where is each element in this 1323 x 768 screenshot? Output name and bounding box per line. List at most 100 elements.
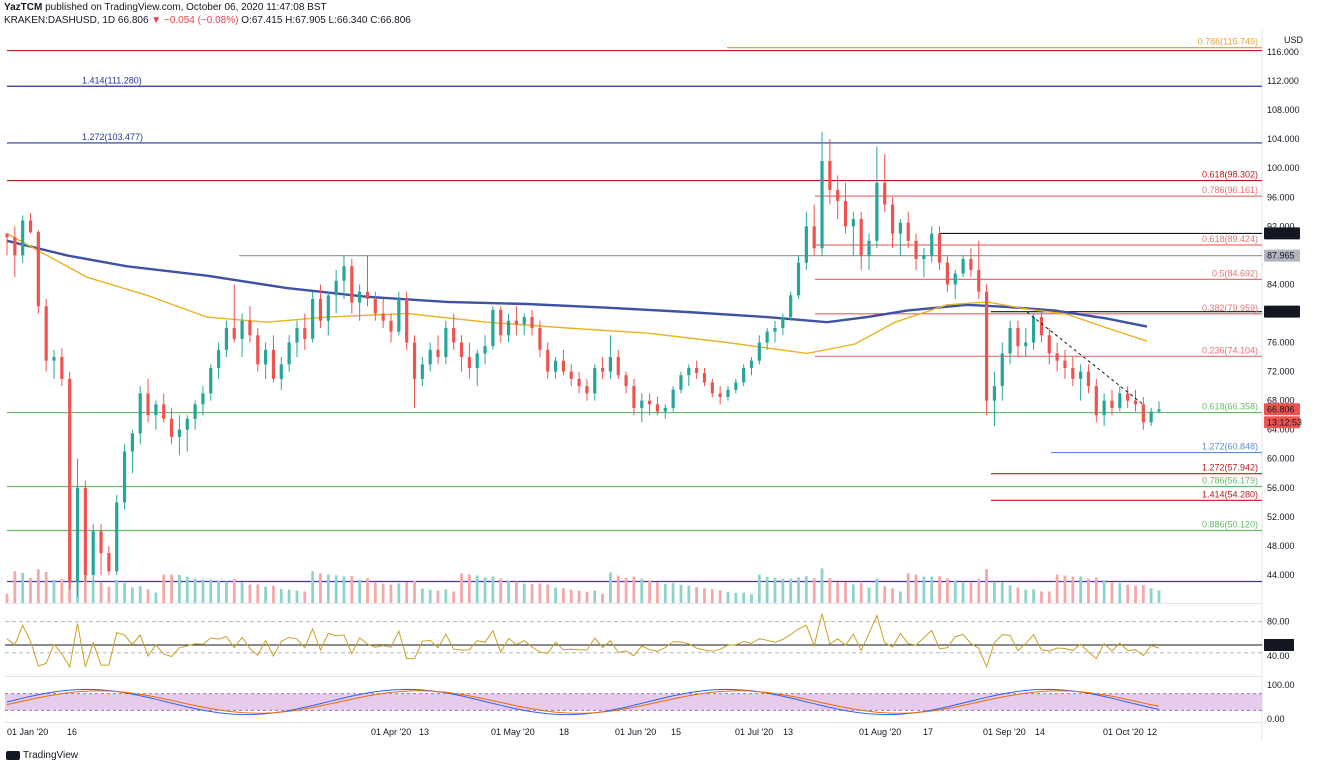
candle-body [162, 404, 166, 419]
candle-body [1133, 400, 1138, 405]
candle-body [185, 418, 189, 430]
volume-bar [185, 576, 189, 603]
volume-bar [522, 583, 526, 603]
volume-bar [499, 578, 503, 603]
candle-body [804, 226, 808, 263]
volume-bar [562, 588, 565, 603]
volume-bar [5, 593, 9, 603]
volume-bar [851, 584, 855, 603]
candle-body [201, 393, 205, 405]
volume-bar [389, 584, 393, 603]
candle-body [177, 429, 182, 437]
candle-body [1063, 360, 1067, 368]
candle-body [796, 262, 801, 296]
volume-bar [593, 590, 597, 603]
x-tick-label: 01 Jul '20 [735, 727, 773, 737]
candle-body [969, 259, 973, 270]
candle-body [906, 222, 910, 241]
y-tick-label: 76.000 [1267, 338, 1295, 348]
candle-body [21, 220, 25, 256]
candle-body [992, 386, 997, 401]
candle-body [600, 367, 605, 372]
candle-body [350, 266, 354, 303]
candle-body [632, 386, 636, 408]
candle-body [867, 240, 871, 256]
candle-body [757, 342, 761, 361]
y-tick-label: 60.000 [1267, 454, 1295, 464]
tradingview-logo[interactable]: TradingView [6, 750, 78, 761]
candle-body [734, 382, 738, 390]
candle-body [412, 342, 417, 379]
candle-body [13, 237, 17, 256]
volume-bar [358, 579, 362, 603]
candle-body [812, 226, 816, 249]
x-tick-label: 01 Aug '20 [859, 727, 901, 737]
candle-body [569, 371, 573, 379]
publish-info: published on TradingView.com, October 06… [42, 2, 327, 13]
y-tick-label: 96.000 [1267, 192, 1295, 202]
candle-body [640, 400, 644, 408]
volume-bar [1055, 574, 1059, 603]
level-label: 0.886(50.120) [1202, 520, 1258, 530]
volume-bar [444, 589, 448, 603]
volume-bar [632, 576, 636, 603]
candle-body [122, 451, 127, 503]
candle-body [749, 360, 754, 368]
candle-body [828, 160, 832, 191]
candle-body [1110, 400, 1114, 408]
stoch-d-line [6, 690, 1160, 714]
candle-body [1071, 367, 1075, 379]
y-tick-label: 84.000 [1267, 279, 1295, 289]
volume-bar [138, 586, 142, 603]
volume-bar [366, 578, 369, 603]
candle-body [538, 328, 542, 350]
volume-bar [820, 568, 824, 603]
volume-bar [1157, 590, 1161, 603]
volume-bar [107, 586, 111, 603]
volume-bar [977, 579, 981, 603]
volume-bar [554, 587, 557, 603]
volume-bar [671, 583, 675, 603]
volume-bar [13, 571, 17, 603]
candle-body [875, 182, 879, 241]
candle-body [953, 273, 957, 285]
symbol-name[interactable]: KRAKEN:DASHUSD, 1D [4, 15, 116, 26]
price-change: ▼ −0.054 (−0.08%) [151, 15, 239, 26]
tradingview-icon [6, 751, 20, 760]
volume-bar [1126, 584, 1130, 603]
volume-bar [428, 589, 432, 603]
volume-bar [1110, 582, 1114, 603]
last-price: 66.806 [117, 15, 149, 26]
level-label: 0.618(66.358) [1202, 402, 1258, 412]
candle-body [224, 328, 229, 350]
volume-bar [679, 584, 683, 603]
volume-bar [272, 585, 275, 603]
x-tick-label: 01 Oct '20 [1103, 727, 1144, 737]
publisher-name[interactable]: YazTCM [4, 2, 43, 13]
candle-body [663, 407, 667, 412]
volume-bar [373, 582, 377, 603]
stoch-label-0: 0.00 [1267, 714, 1285, 724]
volume-bar [985, 569, 988, 603]
volume-bar [938, 576, 941, 603]
candle-body [326, 295, 330, 321]
volume-bar [867, 587, 871, 603]
candle-body [36, 232, 40, 307]
y-tick-label: 48.000 [1267, 541, 1295, 551]
moving-average-line [6, 239, 1148, 328]
volume-bar [248, 584, 252, 603]
volume-bar [21, 572, 25, 603]
level-label: 1.414(111.280) [82, 75, 142, 85]
volume-bar [569, 589, 573, 603]
candle-body [115, 502, 119, 572]
candle-body [193, 404, 197, 419]
y-tick-label: 72.000 [1267, 367, 1295, 377]
level-label: 0.786(96.161) [1202, 185, 1258, 195]
volume-bar [1118, 583, 1122, 603]
x-tick-label: 01 Apr '20 [371, 727, 411, 737]
price-tag [1264, 249, 1300, 262]
volume-bar [44, 572, 48, 603]
volume-bar [718, 590, 722, 603]
symbol-line: KRAKEN:DASHUSD, 1D 66.806 ▼ −0.054 (−0.0… [4, 15, 411, 26]
